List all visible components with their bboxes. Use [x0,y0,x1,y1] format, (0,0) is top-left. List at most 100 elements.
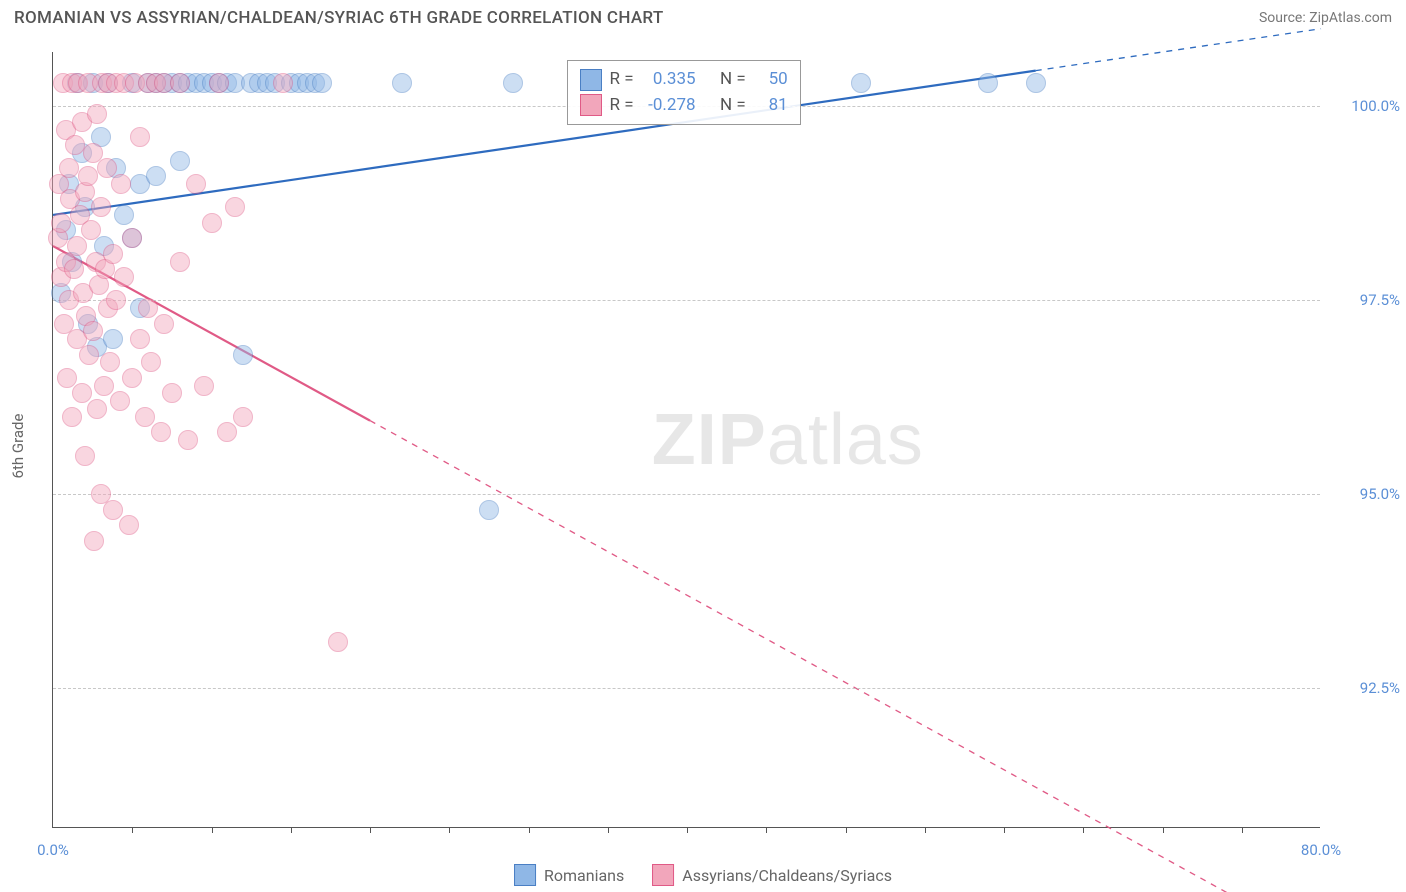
data-point [106,290,126,310]
data-point [312,73,332,93]
gridline-h [53,300,1320,301]
data-point [79,345,99,365]
x-tick [925,827,926,833]
x-tick [132,827,133,833]
data-point [119,515,139,535]
title-bar: ROMANIAN VS ASSYRIAN/CHALDEAN/SYRIAC 6TH… [0,0,1406,34]
x-tick [608,827,609,833]
y-tick-label: 97.5% [1330,291,1400,309]
legend-item: Assyrians/Chaldeans/Syriacs [652,864,892,886]
data-point [64,259,84,279]
data-point [59,158,79,178]
x-tick [370,827,371,833]
data-point [151,422,171,442]
data-point [225,197,245,217]
stats-r-value: -0.278 [642,93,696,119]
legend-label: Assyrians/Chaldeans/Syriacs [682,866,892,885]
data-point [94,376,114,396]
legend-label: Romanians [544,866,624,885]
data-point [51,213,71,233]
x-tick [1083,827,1084,833]
data-point [233,407,253,427]
data-point [503,73,523,93]
stats-box: R = 0.335 N = 50R = -0.278 N = 81 [567,60,801,125]
x-tick [846,827,847,833]
trend-line-dashed [370,421,1321,892]
data-point [75,446,95,466]
x-tick [766,827,767,833]
legend-item: Romanians [514,864,624,886]
data-point [170,151,190,171]
legend-swatch [514,864,536,886]
data-point [81,220,101,240]
data-point [84,531,104,551]
x-tick [529,827,530,833]
legend-swatch [652,864,674,886]
gridline-h [53,494,1320,495]
data-point [170,73,190,93]
x-tick [212,827,213,833]
stats-n-label: N = [720,93,746,119]
legend-swatch [580,69,602,91]
data-point [103,329,123,349]
x-tick [687,827,688,833]
x-tick-label: 0.0% [37,841,69,859]
data-point [62,407,82,427]
data-point [87,399,107,419]
data-point [154,314,174,334]
x-tick [1004,827,1005,833]
data-point [146,166,166,186]
source-label: Source: ZipAtlas.com [1259,10,1392,26]
data-point [122,228,142,248]
x-tick [1163,827,1164,833]
data-point [141,352,161,372]
y-tick-label: 95.0% [1330,485,1400,503]
data-point [100,352,120,372]
data-point [138,298,158,318]
legend-swatch [580,94,602,116]
data-point [130,127,150,147]
x-tick [449,827,450,833]
watermark: ZIPatlas [652,399,924,481]
stats-n-value: 50 [754,67,788,93]
data-point [328,632,348,652]
gridline-h [53,688,1320,689]
data-point [83,321,103,341]
chart-title: ROMANIAN VS ASSYRIAN/CHALDEAN/SYRIAC 6TH… [14,8,664,28]
stats-r-label: R = [610,93,634,119]
data-point [392,73,412,93]
data-point [217,422,237,442]
data-point [851,73,871,93]
data-point [114,267,134,287]
x-tick-label: 80.0% [1301,841,1341,859]
y-tick-label: 92.5% [1330,679,1400,697]
data-point [978,73,998,93]
data-point [135,407,155,427]
data-point [103,500,123,520]
trend-line-dashed [1036,29,1321,71]
data-point [162,383,182,403]
data-point [194,376,214,396]
data-point [1026,73,1046,93]
data-point [130,329,150,349]
y-tick-label: 100.0% [1330,97,1400,115]
data-point [67,236,87,256]
x-tick [1242,827,1243,833]
data-point [111,174,131,194]
x-tick [291,827,292,833]
data-point [122,368,142,388]
data-point [209,73,229,93]
data-point [114,205,134,225]
data-point [110,391,130,411]
scatter-plot-area: ZIPatlas 92.5%95.0%97.5%100.0%0.0%80.0%R… [52,52,1320,828]
bottom-legend: Romanians Assyrians/Chaldeans/Syriacs [514,864,892,886]
data-point [91,197,111,217]
stats-row: R = -0.278 N = 81 [580,93,788,119]
trend-lines-layer [53,52,1320,827]
data-point [233,345,253,365]
data-point [170,252,190,272]
data-point [72,383,92,403]
stats-n-value: 81 [754,93,788,119]
data-point [103,244,123,264]
stats-r-value: 0.335 [642,67,696,93]
